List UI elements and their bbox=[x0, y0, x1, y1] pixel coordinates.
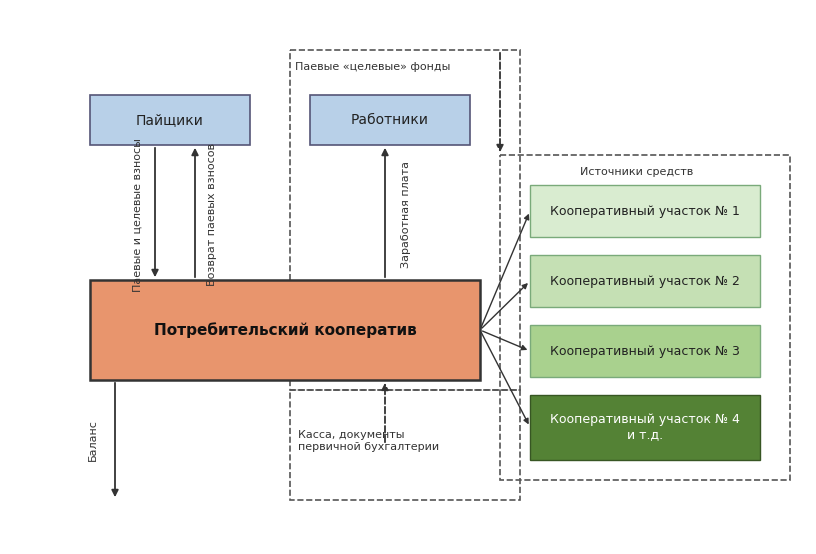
Text: Касса, документы
первичной бухгалтерии: Касса, документы первичной бухгалтерии bbox=[298, 430, 439, 452]
Text: Паевые «целевые» фонды: Паевые «целевые» фонды bbox=[295, 62, 450, 72]
Text: Кооперативный участок № 4
и т.д.: Кооперативный участок № 4 и т.д. bbox=[550, 413, 740, 442]
Text: Пайщики: Пайщики bbox=[136, 113, 204, 127]
Text: Заработная плата: Заработная плата bbox=[401, 162, 411, 269]
Bar bbox=[500, 155, 790, 480]
Text: Паевые и целевые взносы: Паевые и целевые взносы bbox=[133, 138, 143, 292]
Bar bbox=[90, 95, 250, 145]
Text: Кооперативный участок № 2: Кооперативный участок № 2 bbox=[550, 274, 740, 288]
Text: Потребительский кооператив: Потребительский кооператив bbox=[153, 322, 416, 338]
Bar bbox=[530, 185, 760, 237]
Bar bbox=[290, 50, 520, 390]
Text: Кооперативный участок № 3: Кооперативный участок № 3 bbox=[550, 345, 740, 357]
Text: Работники: Работники bbox=[351, 113, 429, 127]
Text: Кооперативный участок № 1: Кооперативный участок № 1 bbox=[550, 204, 740, 218]
Text: Баланс: Баланс bbox=[88, 419, 98, 461]
Text: Возврат паевых взносов: Возврат паевых взносов bbox=[207, 143, 217, 286]
Bar bbox=[290, 390, 520, 500]
Bar bbox=[530, 325, 760, 377]
Bar bbox=[310, 95, 470, 145]
Bar bbox=[530, 395, 760, 460]
Bar bbox=[90, 280, 480, 380]
Text: Источники средств: Источники средств bbox=[580, 167, 694, 177]
Bar bbox=[530, 255, 760, 307]
